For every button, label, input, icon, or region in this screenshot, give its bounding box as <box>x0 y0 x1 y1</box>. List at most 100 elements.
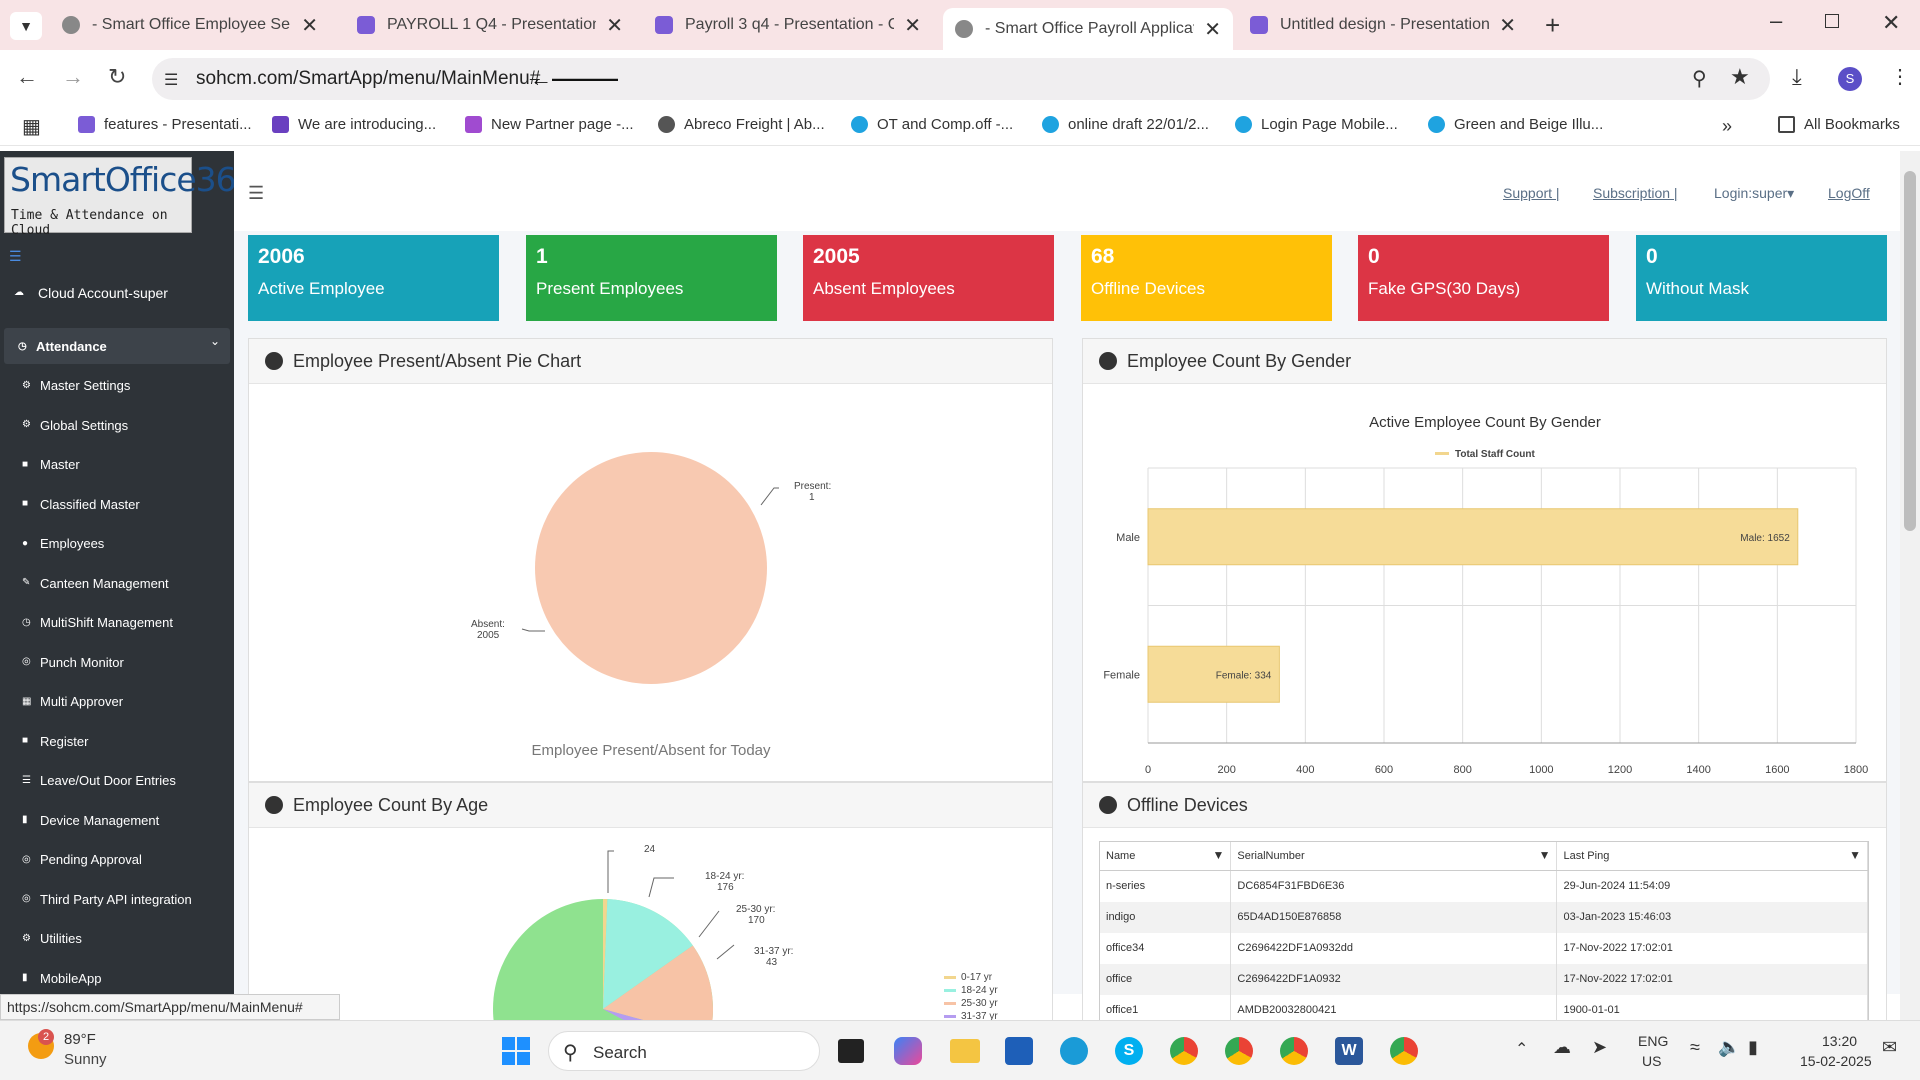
apps-grid-icon[interactable]: ▦ <box>22 116 41 138</box>
bookmark-item[interactable]: We are introducing... <box>272 116 436 133</box>
filter-icon[interactable]: ▼ <box>1849 848 1861 862</box>
sidebar-item-master[interactable]: ■ Master <box>22 457 80 472</box>
sidebar-item-punch-monitor[interactable]: ◎ Punch Monitor <box>22 655 124 670</box>
browser-tab[interactable]: Payroll 3 q4 - Presentation - Ca ✕ <box>643 8 933 42</box>
sidebar-item-mobileapp[interactable]: ▮ MobileApp <box>22 971 101 986</box>
sidebar-item-pending-approval[interactable]: ◎ Pending Approval <box>22 852 142 867</box>
onedrive-icon[interactable]: ☁ <box>1553 1037 1571 1057</box>
taskbar-search[interactable]: ⚲ Search <box>548 1031 820 1071</box>
sidebar-item-multishift-management[interactable]: ◷ MultiShift Management <box>22 615 173 630</box>
browser-tab[interactable]: Untitled design - Presentation - ✕ <box>1238 8 1528 42</box>
temperature[interactable]: 89°F <box>64 1031 96 1048</box>
reload-button[interactable]: ↻ <box>108 64 127 89</box>
address-bar[interactable] <box>152 58 1770 100</box>
wifi-icon[interactable]: ≈ <box>1690 1037 1700 1057</box>
clock-time[interactable]: 13:20 <box>1822 1033 1858 1049</box>
url-text[interactable]: sohcm.com/SmartApp/menu/MainMenu# <box>196 68 541 89</box>
site-settings-icon[interactable]: ☰ <box>164 72 179 89</box>
table-row[interactable]: office1 AMDB20032800421 1900-01-01 <box>1100 994 1868 1021</box>
sidebar-toggle-icon[interactable]: ☰ <box>9 248 22 264</box>
zoom-icon[interactable]: ⚲ <box>1692 68 1707 90</box>
close-tab-icon[interactable]: ✕ <box>904 14 921 37</box>
bookmark-item[interactable]: features - Presentati... <box>78 116 252 133</box>
sidebar-item-classified-master[interactable]: ■ Classified Master <box>22 497 140 512</box>
bookmark-item[interactable]: New Partner page -... <box>465 116 634 133</box>
support-link[interactable]: Support | <box>1503 185 1560 201</box>
bookmark-item[interactable]: Abreco Freight | Ab... <box>658 116 825 133</box>
back-button[interactable]: ← <box>16 64 38 89</box>
column-header[interactable]: Last Ping ▼ <box>1556 842 1868 871</box>
volume-icon[interactable]: 🔈 <box>1718 1037 1741 1057</box>
skype-icon[interactable]: S <box>1115 1037 1143 1065</box>
sidebar-item-canteen-management[interactable]: ✎ Canteen Management <box>22 576 169 591</box>
sidebar-item-multi-approver[interactable]: ▦ Multi Approver <box>22 694 123 709</box>
menu-section-attendance[interactable] <box>4 328 230 364</box>
table-row[interactable]: office34 C2696422DF1A0932dd 17-Nov-2022 17… <box>1100 932 1868 964</box>
forward-button[interactable]: → <box>62 64 84 89</box>
sidebar-item-master-settings[interactable]: ⚙ Master Settings <box>22 378 130 393</box>
sidebar-item-employees[interactable]: ● Employees <box>22 536 104 551</box>
summary-card[interactable]: 0 Without Mask <box>1636 235 1887 321</box>
language-primary[interactable]: ENG <box>1638 1033 1669 1049</box>
browser-tab[interactable]: - Smart Office Employee Self Se ✕ <box>50 8 330 42</box>
bookmark-item[interactable]: Green and Beige Illu... <box>1428 116 1603 133</box>
summary-card[interactable]: 2005 Absent Employees <box>803 235 1054 321</box>
file-explorer-icon[interactable] <box>950 1039 980 1063</box>
notification-bell-icon[interactable]: ✉ <box>1882 1037 1898 1057</box>
sidebar-item-utilities[interactable]: ⚙ Utilities <box>22 931 82 946</box>
chevron-up-icon[interactable]: ⌃ <box>1515 1041 1529 1058</box>
bookmark-item[interactable]: Login Page Mobile... <box>1235 116 1398 133</box>
store-icon[interactable] <box>1005 1037 1033 1065</box>
close-tab-icon[interactable]: ✕ <box>301 14 318 37</box>
more-bookmarks-icon[interactable]: » <box>1722 116 1733 136</box>
close-tab-icon[interactable]: ✕ <box>1499 14 1516 37</box>
chrome-icon[interactable] <box>1225 1037 1253 1065</box>
sidebar-item-register[interactable]: ■ Register <box>22 734 88 749</box>
minimize-button[interactable]: – <box>1770 8 1783 33</box>
chrome-icon[interactable] <box>1170 1037 1198 1065</box>
filter-icon[interactable]: ▼ <box>1538 848 1551 862</box>
edge-icon[interactable] <box>1060 1037 1088 1065</box>
summary-card[interactable]: 1 Present Employees <box>526 235 777 321</box>
page-scrollbar[interactable] <box>1900 151 1920 1020</box>
close-tab-icon[interactable]: ✕ <box>1204 18 1221 41</box>
login-dropdown[interactable]: Login:super▾ <box>1714 185 1795 201</box>
location-icon[interactable]: ➤ <box>1592 1037 1608 1057</box>
sidebar-item-third-party-api-integration[interactable]: ◎ Third Party API integration <box>22 892 192 907</box>
summary-card[interactable]: 68 Offline Devices <box>1081 235 1332 321</box>
copilot-icon[interactable] <box>894 1037 922 1065</box>
downloads-icon[interactable]: ⤓ <box>1792 64 1802 89</box>
table-row[interactable]: indigo 65D4AD150E876858 03-Jan-2023 15:46:… <box>1100 901 1868 933</box>
language-secondary[interactable]: US <box>1642 1053 1662 1069</box>
subscription-link[interactable]: Subscription | <box>1593 185 1678 201</box>
weather-text[interactable]: Sunny <box>64 1051 107 1068</box>
profile-avatar[interactable]: S <box>1838 67 1862 91</box>
column-header[interactable]: SerialNumber ▼ <box>1230 842 1558 871</box>
chrome-icon[interactable] <box>1390 1037 1418 1065</box>
logoff-link[interactable]: LogOff <box>1828 185 1870 201</box>
close-window-button[interactable]: ✕ <box>1882 10 1901 35</box>
bookmark-item[interactable]: OT and Comp.off -... <box>851 116 1013 133</box>
windows-start-icon[interactable] <box>502 1037 530 1065</box>
bookmark-star-icon[interactable]: ★ <box>1730 64 1750 89</box>
browser-tab[interactable]: PAYROLL 1 Q4 - Presentation - ✕ <box>345 8 635 42</box>
tab-list-dropdown-button[interactable]: ▼ <box>10 12 42 40</box>
all-bookmarks-button[interactable]: All Bookmarks <box>1778 116 1900 133</box>
browser-tab-active[interactable]: - Smart Office Payroll Applicatic ✕ <box>943 8 1233 50</box>
table-row[interactable]: n-series DC6854F31FBD6E36 29-Jun-2024 11:5… <box>1100 870 1868 902</box>
restore-button[interactable] <box>1825 14 1839 28</box>
new-tab-button[interactable]: + <box>1545 10 1561 40</box>
column-header[interactable]: Name ▼ <box>1100 842 1232 871</box>
menu-icon[interactable]: ⋮ <box>1890 66 1910 88</box>
table-row[interactable]: office C2696422DF1A0932 17-Nov-2022 17:02:… <box>1100 963 1868 995</box>
clock-date[interactable]: 15-02-2025 <box>1800 1053 1872 1069</box>
summary-card[interactable]: 0 Fake GPS(30 Days) <box>1358 235 1609 321</box>
task-view-icon[interactable] <box>838 1039 864 1063</box>
word-icon[interactable]: W <box>1335 1037 1363 1065</box>
battery-icon[interactable]: ▮ <box>1748 1037 1758 1057</box>
sidebar-item-global-settings[interactable]: ⚙ Global Settings <box>22 418 128 433</box>
hamburger-icon[interactable]: ☰ <box>248 183 265 203</box>
close-tab-icon[interactable]: ✕ <box>606 14 623 37</box>
bookmark-item[interactable]: online draft 22/01/2... <box>1042 116 1209 133</box>
chrome-icon[interactable] <box>1280 1037 1308 1065</box>
